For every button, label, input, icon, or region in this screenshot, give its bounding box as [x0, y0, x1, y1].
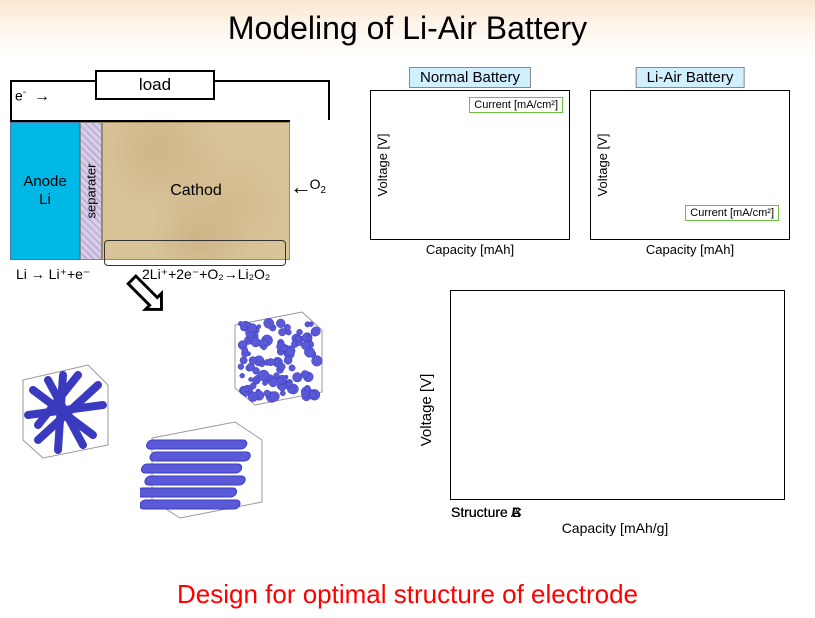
- structure-cube-spheres: [220, 300, 330, 410]
- current-label: Current [mA/cm²]: [469, 97, 563, 113]
- load-box: load: [95, 70, 215, 100]
- liair-battery-chart: Li-Air Battery Voltage [V] Capacity [mAh…: [590, 90, 790, 240]
- o2-label: O2: [310, 176, 326, 196]
- structure-cube-rods: [8, 350, 118, 460]
- chart-svg: [451, 291, 784, 499]
- battery-schematic: e- → load Li+ → Anode Li separater Catho…: [10, 80, 330, 270]
- current-label: Current [mA/cm²]: [685, 205, 779, 221]
- structure-comparison-chart: Voltage [V] Capacity [mAh/g] Structure B…: [395, 280, 795, 540]
- x-axis-label: Capacity [mAh/g]: [562, 520, 669, 536]
- anode-reaction: Li → Li⁺+e⁻: [16, 266, 90, 283]
- chart-title: Normal Battery: [409, 67, 531, 88]
- normal-battery-chart: Normal Battery Voltage [V] Capacity [mAh…: [370, 90, 570, 240]
- structure-a-label: Structure A: [451, 504, 520, 520]
- separator: separater: [80, 122, 102, 260]
- content: e- → load Li+ → Anode Li separater Catho…: [0, 60, 815, 618]
- y-axis-label: Voltage [V]: [418, 374, 435, 447]
- plot-area: Structure B Structure C Structure A: [450, 290, 785, 500]
- chart-title: Li-Air Battery: [636, 67, 745, 88]
- page-title: Modeling of Li-Air Battery: [0, 10, 815, 47]
- electron-label: e-: [15, 87, 26, 104]
- structure-cube-tubes: [140, 410, 250, 520]
- bottom-caption: Design for optimal structure of electrod…: [177, 579, 638, 610]
- header: Modeling of Li-Air Battery: [0, 0, 815, 60]
- separator-label: separater: [84, 164, 99, 219]
- cathode-label: Cathod: [170, 182, 222, 200]
- electron-arrow-icon: →: [34, 88, 50, 106]
- chart-svg: [371, 91, 571, 241]
- x-axis-label: Capacity [mAh]: [646, 242, 734, 257]
- anode: Anode Li: [10, 122, 80, 260]
- x-axis-label: Capacity [mAh]: [426, 242, 514, 257]
- cell: Anode Li separater Cathod: [10, 120, 290, 260]
